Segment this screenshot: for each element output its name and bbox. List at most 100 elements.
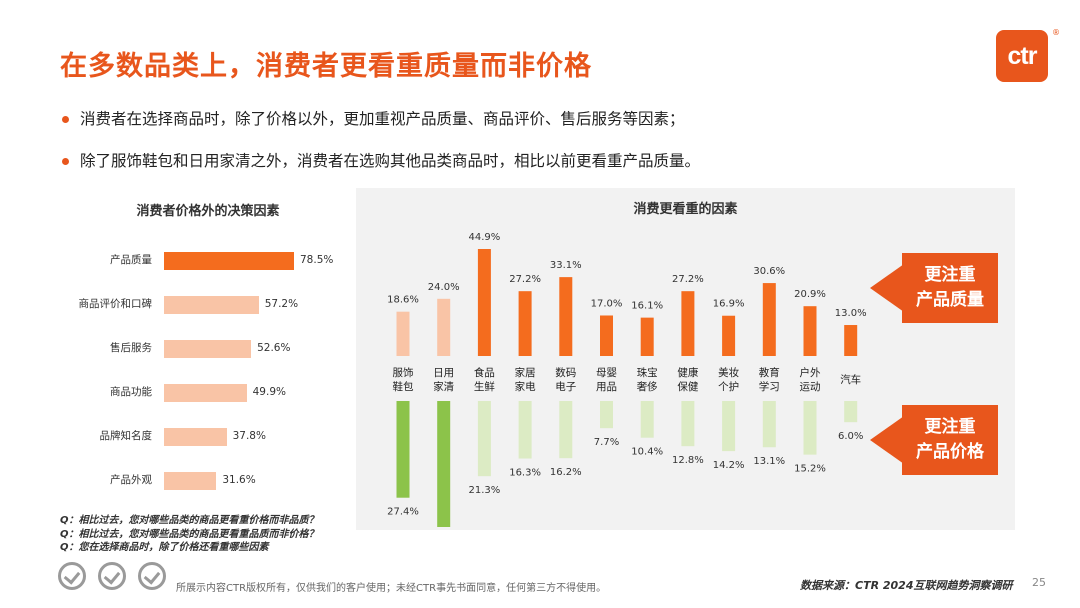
callout-price: 更注重 产品价格 [870, 405, 1010, 475]
right-chart-panel: 消费更看重的因素 18.6%服饰鞋包27.4%24.0%日用家清35.7%44.… [356, 188, 1015, 530]
category-label: 教育学习 [759, 366, 780, 393]
quality-value-label: 44.9% [469, 232, 501, 243]
price-bar [844, 401, 858, 423]
certification-check-icon [98, 562, 126, 590]
hbar [164, 428, 227, 446]
price-value-label: 13.1% [753, 456, 785, 467]
quality-bar [518, 291, 532, 356]
price-bar [437, 401, 451, 527]
price-bar [477, 401, 491, 477]
hbar-category-label: 产品质量 [110, 254, 152, 266]
price-bar [803, 401, 817, 455]
category-label: 汽车 [840, 373, 861, 386]
category-label: 美妆个护 [718, 366, 740, 393]
hbar-category-label: 售后服务 [110, 342, 152, 354]
copyright-notice: 所展示内容CTR版权所有，仅供我们的客户使用；未经CTR事先书面同意，任何第三方… [176, 583, 607, 594]
quality-bar [762, 283, 776, 356]
category-label: 日用家清 [433, 367, 454, 393]
quality-value-label: 13.0% [835, 308, 867, 319]
price-bar [559, 401, 573, 459]
category-label: 数码电子 [555, 366, 576, 393]
hbar-row: 产品外观 31.6% [0, 470, 360, 492]
price-value-label: 15.2% [794, 464, 826, 475]
quality-value-label: 27.2% [672, 274, 704, 285]
page-title: 在多数品类上，消费者更看重质量而非价格 [60, 51, 592, 82]
survey-questions: Q：相比过去，您对哪些品类的商品更看重价格而非品质？ Q：相比过去，您对哪些品类… [60, 514, 319, 555]
quality-bar [803, 306, 817, 356]
callout-quality-line1: 更注重 [924, 265, 976, 285]
hbar-value-label: 52.6% [257, 342, 291, 354]
hbar-value-label: 57.2% [264, 298, 299, 310]
hbar-value-label: 31.6% [222, 474, 256, 486]
category-label: 母婴用品 [596, 367, 617, 393]
quality-bar [681, 291, 695, 356]
question-line: Q：相比过去，您对哪些品类的商品更看重品质而非价格？ [60, 528, 319, 540]
category-label: 服饰鞋包 [393, 366, 414, 393]
price-value-label: 6.0% [838, 431, 863, 442]
hbar-value-label: 49.9% [252, 386, 286, 398]
price-value-label: 27.4% [387, 507, 419, 518]
certification-icons [58, 562, 166, 590]
callout-quality: 更注重 产品质量 [870, 253, 1010, 323]
hbar [164, 472, 217, 490]
callout-quality-line2: 产品质量 [916, 290, 984, 310]
certification-check-icon [58, 562, 86, 590]
right-chart-title: 消费更看重的因素 [633, 202, 738, 217]
price-value-label: 10.4% [631, 447, 663, 458]
quality-bar [600, 315, 613, 356]
hbar-category-label: 商品功能 [110, 386, 152, 398]
left-arrow-icon [870, 264, 904, 312]
price-bar [640, 401, 654, 438]
quality-bar [844, 325, 858, 356]
hbar-category-label: 商品评价和口碑 [78, 298, 153, 310]
callout-price-line1: 更注重 [924, 417, 976, 437]
registered-mark: ® [1052, 28, 1060, 37]
price-value-label: 16.3% [509, 468, 541, 479]
hbar-category-label: 产品外观 [110, 474, 152, 486]
page-number: 25 [1032, 576, 1046, 589]
quality-bar [396, 311, 410, 356]
category-label: 食品生鲜 [474, 366, 495, 393]
price-value-label: 16.2% [550, 467, 582, 478]
certification-check-icon [138, 562, 166, 590]
quality-bar [437, 298, 451, 356]
price-bar [518, 401, 532, 459]
price-bar [600, 401, 613, 429]
hbar [164, 252, 294, 270]
quality-value-label: 20.9% [794, 289, 826, 300]
hbar [164, 340, 252, 358]
price-value-label: 14.2% [713, 460, 745, 471]
hbar [164, 296, 259, 314]
hbar [164, 384, 247, 402]
price-value-label: 12.8% [672, 455, 704, 466]
category-label: 户外运动 [800, 366, 821, 393]
category-label: 家居家电 [515, 366, 537, 393]
hbar-row: 售后服务 52.6% [0, 338, 360, 360]
hbar-row: 产品质量 78.5% [0, 250, 360, 272]
category-label: 珠宝奢侈 [637, 366, 658, 393]
data-source: 数据来源：CTR 2024互联网趋势洞察调研 [800, 579, 1013, 592]
quality-bar [640, 317, 654, 356]
hbar-value-label: 37.8% [232, 430, 266, 442]
quality-value-label: 16.9% [713, 299, 745, 310]
bullet-item: 消费者在选择商品时，除了价格以外，更加重视产品质量、商品评价、售后服务等因素； [62, 108, 1022, 150]
quality-bar [559, 277, 573, 356]
callout-price-box: 更注重 产品价格 [902, 405, 998, 475]
price-bar [722, 401, 736, 452]
quality-bar [722, 315, 736, 356]
quality-value-label: 33.1% [550, 260, 582, 271]
hbar-value-label: 78.5% [300, 254, 334, 266]
quality-bar [477, 249, 491, 356]
price-value-label: 21.3% [469, 485, 501, 496]
right-bar-chart: 18.6%服饰鞋包27.4%24.0%日用家清35.7%44.9%食品生鲜21.… [387, 232, 867, 527]
quality-value-label: 17.0% [591, 298, 623, 309]
price-bar [396, 401, 410, 498]
quality-value-label: 16.1% [631, 301, 663, 312]
hbar-row: 商品评价和口碑 57.2% [0, 294, 360, 316]
hbar-category-label: 品牌知名度 [99, 430, 153, 442]
question-line: Q：相比过去，您对哪些品类的商品更看重价格而非品质？ [60, 515, 319, 526]
price-bar [762, 401, 776, 448]
category-label: 健康保健 [677, 366, 698, 393]
hbar-row: 商品功能 49.9% [0, 382, 360, 404]
bullet-list: 消费者在选择商品时，除了价格以外，更加重视产品质量、商品评价、售后服务等因素； … [62, 108, 1022, 192]
